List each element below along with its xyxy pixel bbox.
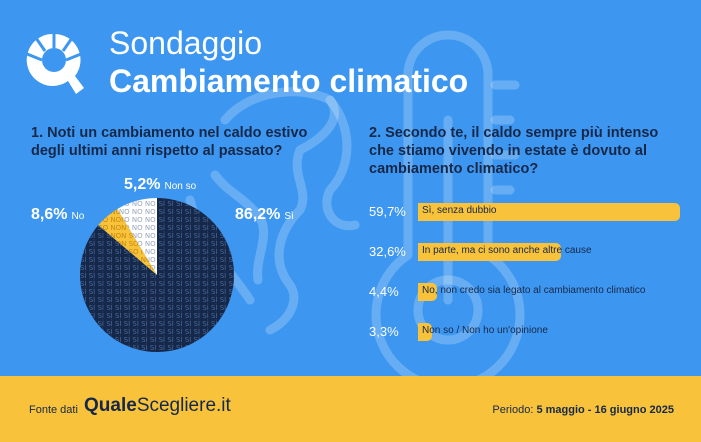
bar bbox=[418, 323, 433, 341]
bar-row: 3,3% Non so / Non ho un'opinione bbox=[369, 323, 689, 343]
pie-name-si: Sì bbox=[284, 211, 294, 222]
brand-prefix: Quale bbox=[84, 395, 137, 416]
bar-label: In parte, ma ci sono anche altre cause bbox=[422, 245, 592, 256]
brand-link[interactable]: QualeScegliere.it bbox=[84, 395, 231, 417]
header-subtitle: Sondaggio bbox=[109, 25, 263, 61]
bar bbox=[418, 203, 680, 221]
bar-value: 3,3% bbox=[369, 324, 399, 339]
pie-label-no: 8,6% No bbox=[31, 206, 84, 224]
bar-label: No, non credo sia legato al cambiamento … bbox=[422, 285, 646, 296]
pie-label-non-so: 5,2% Non so bbox=[124, 176, 196, 194]
period-value: 5 maggio - 16 giugno 2025 bbox=[536, 404, 674, 416]
bar-row: 4,4% No, non credo sia legato al cambiam… bbox=[369, 283, 689, 303]
footer-source-label: Fonte dati bbox=[29, 404, 78, 416]
pie-value-no: 8,6% bbox=[31, 206, 68, 223]
bar bbox=[418, 283, 438, 301]
header-title: Cambiamento climatico bbox=[109, 63, 469, 99]
brand-rest: Scegliere.it bbox=[136, 395, 231, 416]
bar-value: 4,4% bbox=[369, 284, 399, 299]
pie-value-non-so: 5,2% bbox=[124, 176, 161, 193]
bar-chart: 59,7% Sì, senza dubbio 32,6% In parte, m… bbox=[369, 203, 689, 363]
bar-label: Sì, senza dubbio bbox=[422, 205, 497, 216]
period-label: Periodo: bbox=[492, 404, 534, 416]
footer: Fonte dati QualeScegliere.it Periodo: 5 … bbox=[0, 376, 701, 442]
bar bbox=[418, 243, 562, 261]
pie-name-non-so: Non so bbox=[164, 181, 197, 192]
bar-value: 59,7% bbox=[369, 204, 406, 219]
bar-row: 32,6% In parte, ma ci sono anche altre c… bbox=[369, 243, 689, 263]
qualescegliere-logo bbox=[26, 32, 84, 94]
question-1: 1. Noti un cambiamento nel caldo estivo … bbox=[31, 125, 308, 159]
bar-value: 32,6% bbox=[369, 244, 406, 259]
pie-label-si: 86,2% Sì bbox=[235, 206, 294, 224]
footer-period: Periodo: 5 maggio - 16 giugno 2025 bbox=[492, 404, 674, 416]
question-2: 2. Secondo te, il caldo sempre più inten… bbox=[369, 125, 659, 177]
bar-row: 59,7% Sì, senza dubbio bbox=[369, 203, 689, 223]
header: Sondaggio Cambiamento climatico bbox=[24, 22, 684, 102]
bar-label: Non so / Non ho un'opinione bbox=[422, 325, 548, 336]
pie-name-no: No bbox=[71, 211, 85, 222]
pie-value-si: 86,2% bbox=[235, 206, 281, 223]
